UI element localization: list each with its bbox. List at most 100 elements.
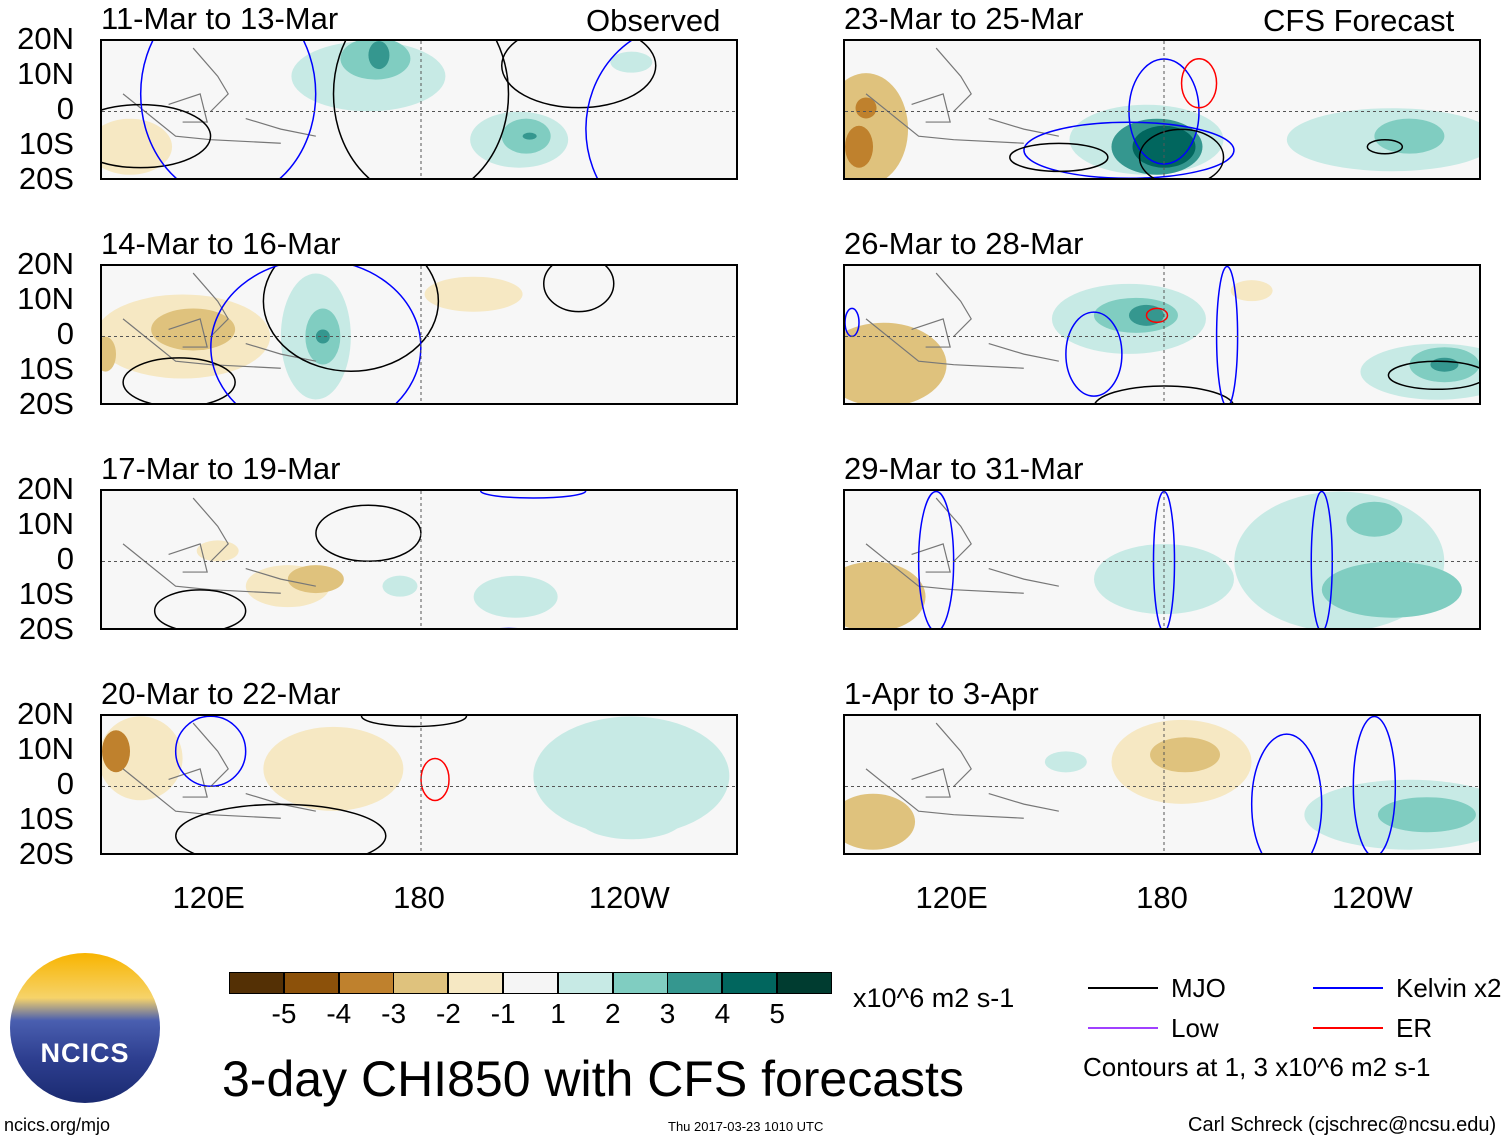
lon-tick-label: 180 xyxy=(1136,880,1188,915)
lat-tick-label: 10N xyxy=(17,281,74,316)
panel-title: 29-Mar to 31-Mar xyxy=(844,451,1084,486)
kelvin-contour xyxy=(1215,266,1239,403)
legend-label: Low xyxy=(1171,1013,1219,1043)
anomaly-region xyxy=(1132,125,1196,168)
lat-tick-label: 10N xyxy=(17,506,74,541)
legend-line xyxy=(1313,987,1383,989)
coastline xyxy=(168,543,208,573)
map-panel xyxy=(843,39,1481,180)
colorbar-label: 5 xyxy=(769,998,785,1029)
coastline xyxy=(245,567,316,587)
mjo-contour xyxy=(122,357,236,403)
units-label: x10^6 m2 s-1 xyxy=(853,983,1015,1013)
anomaly-region xyxy=(845,793,916,850)
anomaly-region xyxy=(845,125,874,168)
anomaly-region xyxy=(102,336,117,372)
lat-tick-label: 20N xyxy=(17,471,74,506)
anomaly-region xyxy=(610,51,653,73)
anomaly-region xyxy=(382,575,418,597)
kelvin-contour xyxy=(1250,733,1323,853)
anomaly-region xyxy=(1430,357,1459,372)
colorbar-label: -3 xyxy=(381,998,407,1029)
lat-tick-label: 20N xyxy=(17,21,74,56)
coastline xyxy=(168,318,208,348)
anomaly-region xyxy=(522,132,537,140)
colorbar-swatch xyxy=(612,972,668,994)
lat-tick-label: 20S xyxy=(18,386,74,421)
panel-title: 14-Mar to 16-Mar xyxy=(101,226,341,261)
colorbar-label: -4 xyxy=(326,998,352,1029)
colorbar-swatch xyxy=(667,972,723,994)
coastline xyxy=(192,722,229,787)
panel-title: 23-Mar to 25-Mar xyxy=(844,1,1084,36)
colorbar-swatch xyxy=(283,972,339,994)
legend-line xyxy=(1088,987,1158,989)
kelvin-contour xyxy=(585,41,736,178)
anomaly-region xyxy=(855,97,877,119)
kelvin-contour xyxy=(917,491,955,628)
colorbar-label: -2 xyxy=(435,998,461,1029)
colorbar-swatch xyxy=(448,972,504,994)
mjo-contour xyxy=(262,266,440,372)
colorbar-label: -1 xyxy=(490,998,516,1029)
anomaly-region xyxy=(151,308,236,351)
coastline xyxy=(865,543,1024,594)
colorbar-label: 4 xyxy=(714,998,731,1029)
anomaly-region xyxy=(1374,118,1445,154)
author: Carl Schreck (cjschrec@ncsu.edu) xyxy=(1188,1114,1497,1136)
anomaly-region xyxy=(102,730,131,773)
colorbar-swatch xyxy=(393,972,449,994)
kelvin-contour xyxy=(210,266,422,403)
mjo-contour xyxy=(360,716,468,728)
coastline xyxy=(865,768,1024,819)
coastline xyxy=(122,93,281,144)
anomaly-region xyxy=(845,322,947,403)
anomaly-region xyxy=(1346,501,1403,537)
coastline xyxy=(168,93,208,123)
anomaly-region xyxy=(424,276,523,312)
anomaly-region xyxy=(315,329,330,344)
anomaly-region xyxy=(102,118,173,175)
mjo-contour xyxy=(1138,128,1225,178)
legend-line xyxy=(1313,1027,1383,1029)
mjo-contour xyxy=(501,41,657,109)
coastline xyxy=(935,722,972,787)
coastline xyxy=(245,342,316,362)
anomaly-region xyxy=(473,575,558,618)
website-link[interactable]: ncics.org/mjo xyxy=(4,1115,111,1135)
kelvin-contour xyxy=(479,491,587,499)
coastline xyxy=(192,497,229,562)
anomaly-region xyxy=(1230,280,1273,302)
lat-tick-label: 20S xyxy=(18,161,74,196)
colorbar-swatch xyxy=(338,972,394,994)
coastline xyxy=(122,318,281,369)
timestamp: Thu 2017-03-23 1010 UTC xyxy=(668,1119,824,1134)
coastline xyxy=(122,768,281,819)
map-panel xyxy=(100,264,738,405)
lat-tick-label: 10S xyxy=(18,351,74,386)
kelvin-contour xyxy=(139,41,317,178)
colorbar-label: 3 xyxy=(659,998,676,1029)
lat-tick-label: 0 xyxy=(56,541,74,576)
panel-title: 1-Apr to 3-Apr xyxy=(844,676,1039,711)
mjo-contour xyxy=(315,504,422,563)
colorbar-swatch xyxy=(722,972,778,994)
legend-label: ER xyxy=(1396,1013,1433,1043)
coastline xyxy=(192,47,229,112)
colorbar-swatch xyxy=(557,972,613,994)
anomaly-region xyxy=(845,561,926,628)
kelvin-contour xyxy=(174,716,247,787)
lat-tick-label: 20N xyxy=(17,696,74,731)
lat-tick-label: 10S xyxy=(18,126,74,161)
panel-title: 17-Mar to 19-Mar xyxy=(101,451,341,486)
anomaly-region xyxy=(533,716,730,836)
lat-tick-label: 10S xyxy=(18,576,74,611)
anomaly-region xyxy=(1321,561,1462,618)
panel-title: 26-Mar to 28-Mar xyxy=(844,226,1084,261)
panel-title: 11-Mar to 13-Mar xyxy=(101,1,339,36)
map-panel xyxy=(100,714,738,855)
mjo-contour xyxy=(1366,139,1404,155)
coastline xyxy=(911,93,951,123)
anomaly-region xyxy=(368,41,390,70)
coastline xyxy=(911,318,951,348)
